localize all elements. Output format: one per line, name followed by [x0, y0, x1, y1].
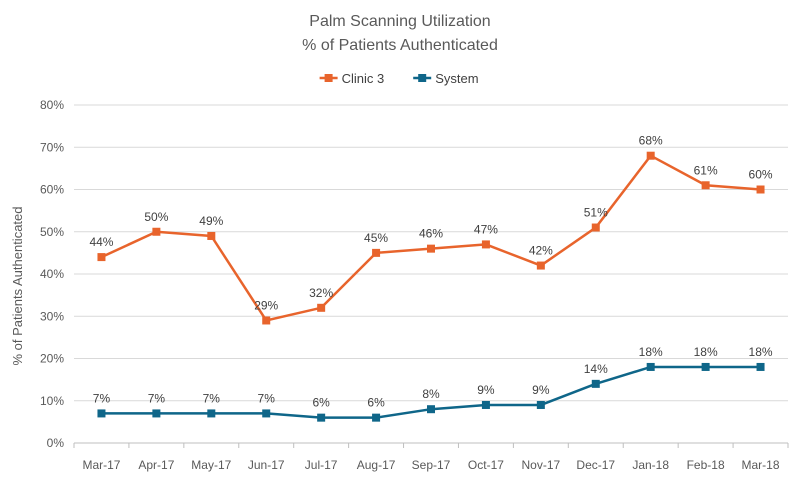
y-tick-label: 40%	[40, 267, 64, 281]
data-label-clinic-3: 51%	[584, 206, 608, 220]
y-tick-label: 70%	[40, 140, 64, 154]
y-axis-label: % of Patients Authenticated	[10, 207, 25, 366]
y-tick-label: 10%	[40, 394, 64, 408]
data-label-clinic-3: 45%	[364, 231, 388, 245]
data-point-clinic-3	[756, 185, 765, 194]
x-tick-label: Nov-17	[522, 458, 561, 472]
legend-label-system: System	[435, 71, 478, 86]
data-point-clinic-3	[701, 181, 710, 190]
data-point-system	[262, 409, 271, 418]
data-label-system: 9%	[477, 383, 495, 397]
legend-marker-clinic-3	[324, 74, 333, 82]
data-point-clinic-3	[207, 231, 216, 240]
x-tick-label: Dec-17	[576, 458, 615, 472]
data-point-clinic-3	[427, 244, 435, 253]
data-label-clinic-3: 29%	[254, 298, 278, 312]
x-tick-label: May-17	[191, 458, 231, 472]
data-point-clinic-3	[372, 248, 381, 257]
data-point-system	[756, 362, 765, 371]
x-tick-label: Sep-17	[412, 458, 451, 472]
data-label-clinic-3: 47%	[474, 222, 498, 236]
data-label-clinic-3: 44%	[89, 235, 113, 249]
data-point-system	[536, 400, 545, 409]
data-label-system: 9%	[532, 383, 550, 397]
data-point-clinic-3	[591, 223, 600, 232]
data-label-system: 14%	[584, 362, 608, 376]
data-label-system: 7%	[148, 391, 166, 405]
data-labels: 44% 50% 49% 29% 32% 45% 46% 47% 42% 51% 68% 61% 60% 7…	[89, 134, 772, 410]
data-point-system	[207, 409, 216, 418]
x-tick-label: Jul-17	[305, 458, 338, 472]
gridlines	[74, 104, 788, 444]
data-label-clinic-3: 32%	[309, 286, 333, 300]
data-point-system	[97, 409, 106, 418]
data-point-clinic-3	[152, 227, 161, 236]
data-point-system	[591, 379, 600, 388]
y-axis-ticks: 0% 10% 20% 30% 40% 50% 60% 70% 80%	[40, 98, 64, 450]
x-tick-label: Oct-17	[468, 458, 504, 472]
chart-title: Palm Scanning Utilization	[309, 13, 490, 30]
y-tick-label: 30%	[40, 309, 64, 323]
data-label-system: 18%	[749, 345, 773, 359]
data-label-system: 7%	[258, 391, 276, 405]
data-point-system	[646, 362, 655, 371]
data-label-clinic-3: 61%	[694, 163, 718, 177]
data-label-system: 18%	[694, 345, 718, 359]
x-tick-label: Feb-18	[687, 458, 725, 472]
y-tick-label: 20%	[40, 352, 64, 366]
data-label-system: 6%	[312, 396, 330, 410]
x-tick-label: Jun-17	[248, 458, 285, 472]
data-label-clinic-3: 50%	[144, 210, 168, 224]
x-tick-label: Mar-18	[742, 458, 780, 472]
legend: Clinic 3 System	[319, 71, 479, 86]
data-label-clinic-3: 60%	[749, 168, 773, 182]
y-tick-label: 0%	[47, 436, 65, 450]
chart-subtitle: % of Patients Authenticated	[302, 37, 498, 54]
data-point-clinic-3	[97, 253, 106, 262]
legend-label-clinic-3: Clinic 3	[342, 71, 385, 86]
data-point-system	[481, 400, 490, 409]
data-label-system: 6%	[367, 396, 385, 410]
data-point-system	[317, 413, 326, 422]
series-layer	[97, 151, 765, 422]
x-tick-label: Mar-17	[82, 458, 120, 472]
data-point-clinic-3	[317, 303, 326, 312]
data-label-system: 8%	[422, 387, 440, 401]
data-label-system: 7%	[203, 391, 221, 405]
data-point-clinic-3	[646, 151, 655, 160]
data-point-clinic-3	[481, 240, 490, 249]
data-label-system: 7%	[93, 391, 111, 405]
data-point-system	[372, 413, 381, 422]
data-label-clinic-3: 68%	[639, 134, 663, 148]
y-tick-label: 80%	[40, 98, 64, 112]
data-label-clinic-3: 46%	[419, 227, 443, 241]
x-tick-label: Jan-18	[632, 458, 669, 472]
legend-marker-system	[418, 74, 427, 82]
data-label-clinic-3: 42%	[529, 244, 553, 258]
x-axis-ticks: Mar-17 Apr-17 May-17 Jun-17 Jul-17 Aug-17 Sep-…	[73, 443, 789, 472]
data-label-clinic-3: 49%	[199, 214, 223, 228]
data-point-clinic-3	[536, 261, 545, 270]
data-point-system	[152, 409, 161, 418]
x-tick-label: Apr-17	[138, 458, 174, 472]
data-point-clinic-3	[262, 316, 271, 325]
x-tick-label: Aug-17	[357, 458, 396, 472]
data-label-system: 18%	[639, 345, 663, 359]
y-tick-label: 50%	[40, 225, 64, 239]
data-point-system	[427, 405, 435, 414]
y-tick-label: 60%	[40, 183, 64, 197]
data-point-system	[701, 362, 710, 371]
